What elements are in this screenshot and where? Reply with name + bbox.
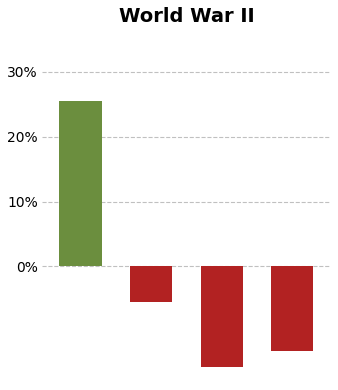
Bar xyxy=(200,266,243,367)
Bar xyxy=(271,266,313,351)
Bar xyxy=(59,101,102,266)
Title: World War II: World War II xyxy=(119,7,254,26)
Bar xyxy=(130,266,172,302)
